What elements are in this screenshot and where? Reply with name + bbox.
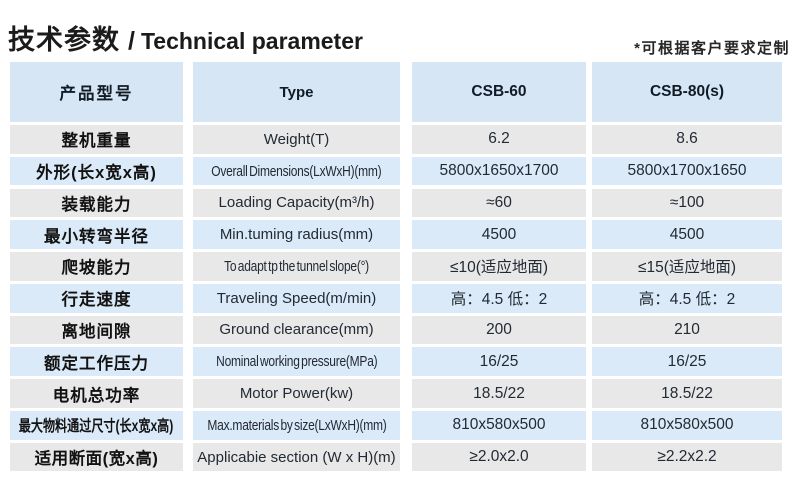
param-name-en: Overall Dimensions(LxWxH)(mm) xyxy=(193,156,400,186)
param-name-en: Motor Power(kw) xyxy=(193,379,400,408)
value-csb80: ≈100 xyxy=(592,188,782,218)
title-chinese: 技术参数 xyxy=(8,25,120,55)
param-name-zh: 离地间隙 xyxy=(10,315,183,345)
value-csb60: 18.5/22 xyxy=(412,379,586,408)
param-name-zh: 外形(长x宽x高) xyxy=(10,156,183,186)
param-name-zh: 适用断面(宽x高) xyxy=(10,442,183,472)
value-csb80: 8.6 xyxy=(592,125,782,154)
param-name-zh: 爬坡能力 xyxy=(10,252,183,281)
value-csb80: 4500 xyxy=(592,220,782,249)
title-bar: 技术参数 / Technical parameter *可根据客户要求定制 xyxy=(0,0,800,62)
customization-note: *可根据客户要求定制 xyxy=(634,40,790,57)
param-name-en: Ground clearance(mm) xyxy=(193,315,400,345)
table-row: 整机重量 Weight(T) 6.2 8.6 xyxy=(10,125,782,154)
value-csb60: 810x580x500 xyxy=(412,411,586,440)
header-cell-csb60: CSB-60 xyxy=(412,62,586,122)
value-csb60: 5800x1650x1700 xyxy=(412,156,586,186)
technical-parameter-sheet: 技术参数 / Technical parameter *可根据客户要求定制 产品型号… xyxy=(0,0,800,472)
param-name-zh: 最小转弯半径 xyxy=(10,220,183,249)
param-name-en: Min.tuming radius(mm) xyxy=(193,220,400,249)
table-row: 最大物料通过尺寸(长x宽x高) Max.materials by size(Lx… xyxy=(10,411,782,440)
value-csb80: 810x580x500 xyxy=(592,411,782,440)
table-header-row: 产品型号 Type CSB-60 CSB-80(s) xyxy=(10,62,782,122)
spec-table: 产品型号 Type CSB-60 CSB-80(s) 整机重量 Weight(T… xyxy=(10,62,782,472)
value-csb80: ≤15(适应地面) xyxy=(592,252,782,281)
value-csb60: ≤10(适应地面) xyxy=(412,252,586,281)
param-name-zh: 整机重量 xyxy=(10,125,183,154)
value-csb60: 200 xyxy=(412,315,586,345)
table-row: 最小转弯半径 Min.tuming radius(mm) 4500 4500 xyxy=(10,220,782,249)
value-csb60: 16/25 xyxy=(412,347,586,377)
header-cell-product-model: 产品型号 xyxy=(10,62,183,122)
table-row: 装载能力 Loading Capacity(m³/h) ≈60 ≈100 xyxy=(10,188,782,218)
value-csb80: 16/25 xyxy=(592,347,782,377)
param-name-zh: 额定工作压力 xyxy=(10,347,183,377)
table-body: 整机重量 Weight(T) 6.2 8.6 外形(长x宽x高) Overall… xyxy=(10,125,782,472)
table-row: 爬坡能力 To adapt tp the tunnel slope(°) ≤10… xyxy=(10,252,782,281)
param-name-en: Loading Capacity(m³/h) xyxy=(193,188,400,218)
page-title: 技术参数 / Technical parameter xyxy=(8,22,363,54)
header-cell-type: Type xyxy=(193,62,400,122)
param-name-en: Weight(T) xyxy=(193,125,400,154)
value-csb80: 高：4.5 低：2 xyxy=(592,283,782,313)
table-row: 适用断面(宽x高) Applicabie section (W x H)(m) … xyxy=(10,442,782,472)
param-name-en: Applicabie section (W x H)(m) xyxy=(193,442,400,472)
param-name-zh: 最大物料通过尺寸(长x宽x高) xyxy=(10,411,183,440)
table-row: 离地间隙 Ground clearance(mm) 200 210 xyxy=(10,315,782,345)
header-cell-csb80: CSB-80(s) xyxy=(592,62,782,122)
title-separator: / xyxy=(128,27,135,55)
value-csb80: 5800x1700x1650 xyxy=(592,156,782,186)
value-csb80: 18.5/22 xyxy=(592,379,782,408)
table-row: 额定工作压力 Nominal working pressure(MPa) 16/… xyxy=(10,347,782,377)
value-csb60: 6.2 xyxy=(412,125,586,154)
value-csb60: 4500 xyxy=(412,220,586,249)
value-csb60: 高：4.5 低：2 xyxy=(412,283,586,313)
param-name-zh: 行走速度 xyxy=(10,283,183,313)
param-name-zh: 装载能力 xyxy=(10,188,183,218)
param-name-en: Traveling Speed(m/min) xyxy=(193,283,400,313)
param-name-en: Max.materials by size(LxWxH)(mm) xyxy=(193,411,400,440)
table-row: 行走速度 Traveling Speed(m/min) 高：4.5 低：2 高：… xyxy=(10,283,782,313)
title-english: Technical parameter xyxy=(140,28,363,54)
param-name-zh: 电机总功率 xyxy=(10,379,183,408)
value-csb80: 210 xyxy=(592,315,782,345)
table-row: 电机总功率 Motor Power(kw) 18.5/22 18.5/22 xyxy=(10,379,782,408)
param-name-en: To adapt tp the tunnel slope(°) xyxy=(193,252,400,281)
value-csb60: ≈60 xyxy=(412,188,586,218)
value-csb60: ≥2.0x2.0 xyxy=(412,442,586,472)
table-row: 外形(长x宽x高) Overall Dimensions(LxWxH)(mm) … xyxy=(10,156,782,186)
value-csb80: ≥2.2x2.2 xyxy=(592,442,782,472)
param-name-en: Nominal working pressure(MPa) xyxy=(193,347,400,377)
